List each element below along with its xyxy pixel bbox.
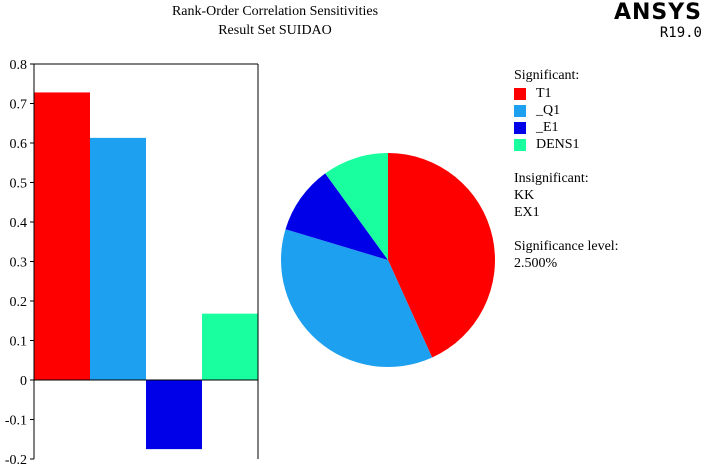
y-tick-label: 0.7: [10, 98, 28, 113]
legend-item: DENS1: [514, 136, 619, 153]
legend-label: _Q1: [536, 103, 561, 118]
bar-dens1: [202, 313, 258, 380]
title-line-2: Result Set SUIDAO: [218, 23, 332, 38]
legend-label: DENS1: [536, 137, 580, 152]
legend-item: _Q1: [514, 102, 619, 119]
brand-version: R19.0: [659, 25, 702, 41]
legend-label: _E1: [536, 120, 559, 135]
legend-label: T1: [536, 86, 552, 101]
y-tick-label: -0.1: [5, 414, 27, 429]
significance-heading: Significance level:: [514, 239, 619, 254]
bar-q1: [90, 137, 146, 380]
significant-heading: Significant:: [514, 68, 580, 83]
insignificant-item: EX1: [514, 205, 540, 220]
legend-item: _E1: [514, 119, 619, 136]
pie-slice-t1: [388, 153, 495, 358]
pie-slice-q1: [281, 229, 433, 367]
y-tick-label: 0.6: [10, 137, 28, 152]
brand-name: ANSYS: [613, 0, 702, 25]
bar-chart: -0.2 -0.1 0 0.1 0.2 0.3 0.4 0.5 0.6 0.7 0.8: [5, 58, 259, 467]
significance-value: 2.500%: [514, 256, 558, 271]
y-tick-label: 0.4: [10, 216, 28, 231]
legend-swatch: [514, 104, 526, 117]
y-tick-label: 0.1: [10, 335, 28, 350]
insignificant-heading: Insignificant:: [514, 171, 589, 186]
legend-swatch: [514, 87, 526, 100]
y-tick-label: 0.5: [10, 177, 28, 192]
legend-swatch: [514, 138, 526, 151]
legend: Significant: T1 _Q1 _E1 DENS1 Insignificant…: [514, 67, 619, 272]
y-tick-label: 0.3: [10, 256, 28, 271]
pie-chart: [281, 153, 495, 367]
title-line-1: Rank-Order Correlation Sensitivities: [171, 4, 379, 19]
insignificant-item: KK: [514, 188, 535, 203]
chart-title: Rank-Order Correlation Sensitivities Res…: [130, 2, 420, 40]
legend-item: T1: [514, 85, 619, 102]
y-tick-label: 0: [20, 374, 27, 389]
y-tick-label: -0.2: [5, 453, 27, 467]
brand-logo: ANSYS R19.0: [614, 0, 702, 40]
pie-slice-e1: [285, 173, 388, 260]
significant-list: T1 _Q1 _E1 DENS1: [514, 85, 619, 153]
bar-e1: [146, 380, 202, 450]
legend-swatch: [514, 121, 526, 134]
y-tick-label: 0.8: [10, 58, 28, 73]
pie-slice-dens1: [325, 153, 388, 260]
bar-t1: [34, 92, 90, 380]
y-tick-label: 0.2: [10, 295, 28, 310]
